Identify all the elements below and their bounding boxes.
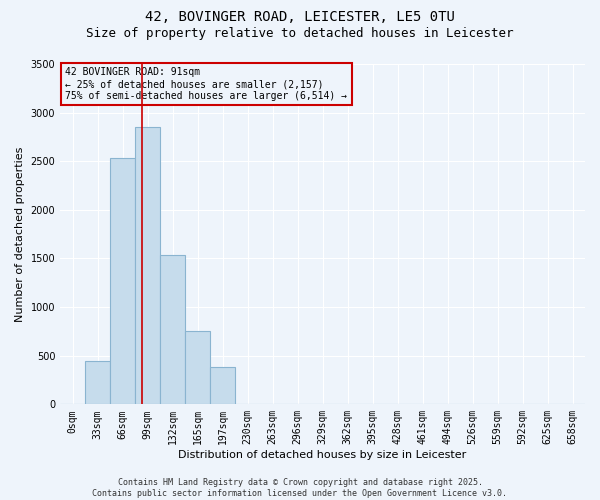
Bar: [160, 254, 185, 404]
Bar: [85, 360, 110, 405]
Y-axis label: Number of detached properties: Number of detached properties: [15, 146, 25, 322]
Bar: [210, 368, 235, 405]
Bar: [110, 158, 135, 404]
Text: Contains HM Land Registry data © Crown copyright and database right 2025.
Contai: Contains HM Land Registry data © Crown c…: [92, 478, 508, 498]
Bar: [185, 332, 210, 404]
Text: Size of property relative to detached houses in Leicester: Size of property relative to detached ho…: [86, 28, 514, 40]
Bar: [135, 127, 160, 404]
X-axis label: Distribution of detached houses by size in Leicester: Distribution of detached houses by size …: [178, 450, 467, 460]
Text: 42, BOVINGER ROAD, LEICESTER, LE5 0TU: 42, BOVINGER ROAD, LEICESTER, LE5 0TU: [145, 10, 455, 24]
Text: 42 BOVINGER ROAD: 91sqm
← 25% of detached houses are smaller (2,157)
75% of semi: 42 BOVINGER ROAD: 91sqm ← 25% of detache…: [65, 68, 347, 100]
